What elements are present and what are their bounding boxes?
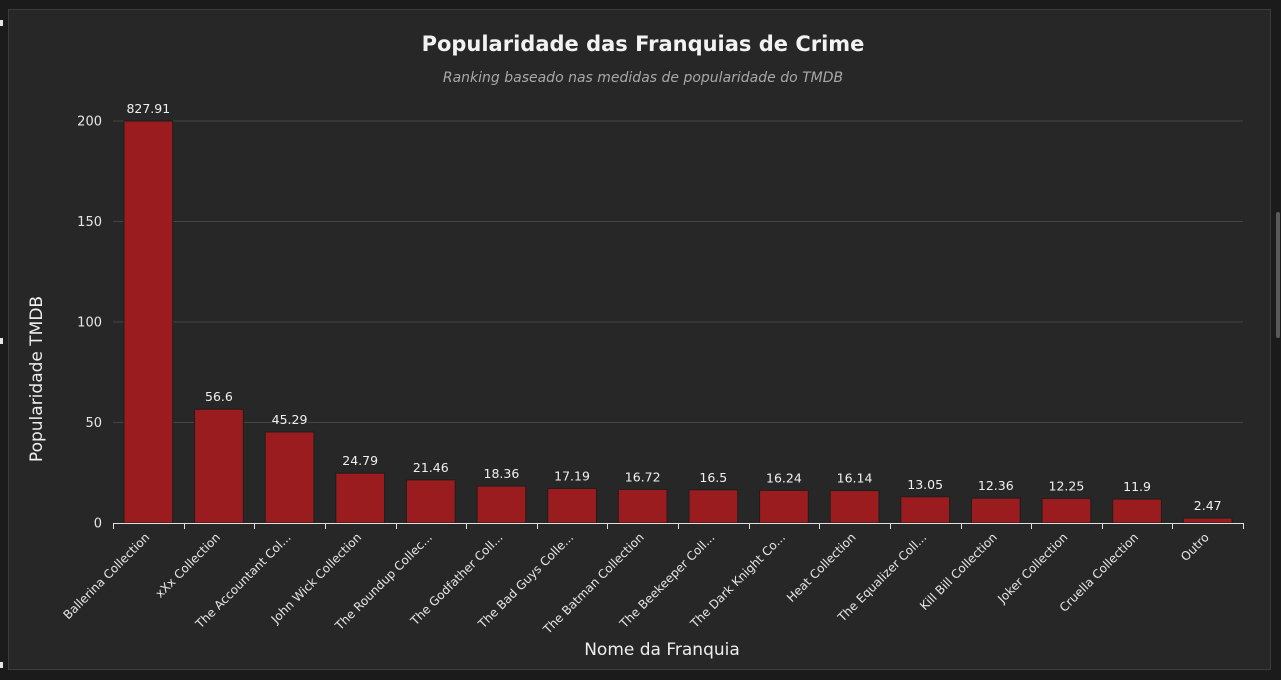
chart-title: Popularidade das Franquias de Crime xyxy=(422,32,865,56)
bar[interactable] xyxy=(1041,497,1092,524)
x-tick-label: Heat Collection xyxy=(784,530,859,605)
bar-value-label: 45.29 xyxy=(272,412,308,427)
bar-value-label: 13.05 xyxy=(907,477,943,492)
bar-value-label: 12.36 xyxy=(978,478,1014,493)
bar-value-label: 16.72 xyxy=(625,469,661,484)
y-tick-label: 100 xyxy=(77,316,102,331)
bar-value-label: 11.9 xyxy=(1123,479,1151,494)
bar[interactable] xyxy=(335,472,386,524)
bar-value-label: 16.24 xyxy=(766,470,802,485)
chart-panel xyxy=(8,9,1271,670)
x-tick-label: Joker Collection xyxy=(994,530,1070,606)
y-tick-label: 200 xyxy=(77,115,102,130)
bar[interactable] xyxy=(264,431,315,524)
resize-handle-middle[interactable] xyxy=(0,338,3,344)
bar-value-label: 56.6 xyxy=(205,389,233,404)
x-tick-label: Outro xyxy=(1178,530,1212,564)
bar-value-label: 16.14 xyxy=(837,471,873,486)
bar[interactable] xyxy=(194,408,244,524)
y-tick-label: 0 xyxy=(94,517,102,532)
chart-subtitle: Ranking baseado nas medidas de popularid… xyxy=(443,70,843,86)
y-axis-title: Popularidade TMDB xyxy=(27,296,47,462)
bar-value-label: 21.46 xyxy=(413,460,449,475)
bar-value-label: 17.19 xyxy=(554,468,590,483)
x-axis-title: Nome da Franquia xyxy=(584,640,740,660)
bar[interactable] xyxy=(688,489,739,524)
bar-value-label: 18.36 xyxy=(484,466,520,481)
x-tick-label: Ballerina Collection xyxy=(60,530,152,622)
y-tick-label: 150 xyxy=(77,215,102,230)
data-labels: 827.91 56.6 45.29 24.79 21.46 18.36 17.19 16.72… xyxy=(126,101,1221,513)
bar[interactable] xyxy=(617,488,668,524)
bar[interactable] xyxy=(759,489,809,524)
bar-value-label: 24.79 xyxy=(342,453,378,468)
bar[interactable] xyxy=(970,497,1021,524)
bar-value-label: 827.91 xyxy=(126,101,170,116)
bar[interactable] xyxy=(123,120,174,524)
scrollbar-thumb[interactable] xyxy=(1276,212,1280,338)
bar[interactable] xyxy=(476,485,527,524)
x-tick-label: Cruella Collection xyxy=(1057,530,1141,614)
gridlines xyxy=(113,120,1243,423)
bar[interactable] xyxy=(1182,517,1233,524)
resize-handle-bottom[interactable] xyxy=(0,662,3,668)
bars xyxy=(123,120,1233,524)
bar-value-label: 2.47 xyxy=(1194,498,1222,513)
resize-handle-top[interactable] xyxy=(0,20,3,26)
bar[interactable] xyxy=(1112,498,1162,524)
bar[interactable] xyxy=(547,487,597,524)
bar[interactable] xyxy=(829,490,880,524)
x-tick-label: Kill Bill Collection xyxy=(917,530,1000,613)
y-tick-label: 50 xyxy=(85,416,102,431)
x-tick-label: xXx Collection xyxy=(153,530,223,600)
bar-value-label: 12.25 xyxy=(1049,478,1085,493)
bar[interactable] xyxy=(405,479,456,524)
axes: 0 50 100 150 200 Ballerina Collection xXx Coll… xyxy=(60,115,1244,637)
bar-value-label: 16.5 xyxy=(699,470,727,485)
bar[interactable] xyxy=(900,496,951,524)
